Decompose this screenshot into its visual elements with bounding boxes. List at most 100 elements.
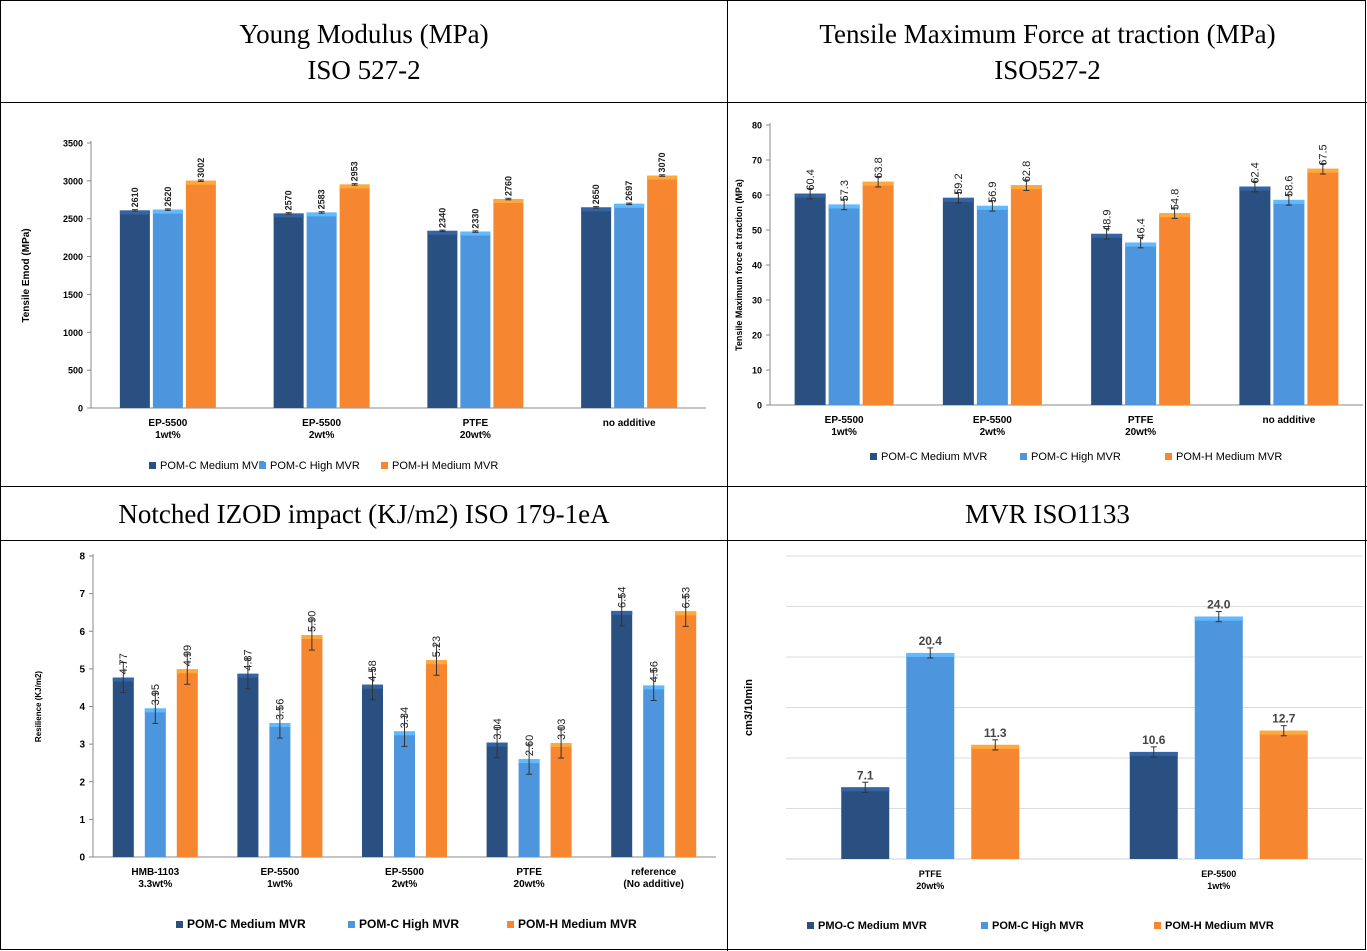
legend-swatch <box>1165 453 1172 460</box>
data-label: 12.7 <box>1272 712 1296 726</box>
chart-cell-young-modulus: 0 500 1000 1500 2000 2500 3000 3500 Tensile Emod… <box>1 103 728 487</box>
bar <box>518 759 540 857</box>
data-label: 2953 <box>350 161 360 181</box>
y-tick-label: 3000 <box>63 176 83 186</box>
bar <box>971 744 1020 859</box>
data-label: 63.8 <box>873 157 885 178</box>
header-line2: ISO 527-2 <box>307 54 421 85</box>
data-label: 11.3 <box>984 726 1007 740</box>
legend-label: POM-C High MVR <box>359 917 459 931</box>
category-label: EP-5500 <box>973 415 1012 426</box>
category-label: EP-5500 <box>825 415 864 426</box>
data-label: 2583 <box>317 189 327 209</box>
category-label: 2wt% <box>392 879 418 890</box>
data-label: 5.90 <box>307 611 319 632</box>
y-tick-label: 0 <box>78 404 83 414</box>
bar <box>112 677 134 857</box>
header-line2: ISO527-2 <box>994 54 1101 85</box>
y-tick-label: 2500 <box>63 214 83 224</box>
data-label: 4.87 <box>243 649 255 670</box>
chart-cell-tensile-force: 0 10 20 30 40 50 60 70 80 Tensile Maximum force a… <box>728 103 1367 487</box>
bar <box>301 635 323 857</box>
y-tick-label: 60 <box>752 191 762 201</box>
legend-swatch <box>507 921 514 928</box>
category-label: no additive <box>1262 415 1315 426</box>
bar <box>1273 199 1305 405</box>
data-label: 2340 <box>437 208 447 228</box>
data-label: 7.1 <box>857 768 874 782</box>
category-label: PTFE <box>1128 415 1154 426</box>
y-tick-label: 6 <box>79 627 85 638</box>
data-label: 2330 <box>470 209 480 229</box>
category-label: PTFE <box>516 867 542 878</box>
data-label: 62.4 <box>1250 162 1262 183</box>
data-label: 3070 <box>657 153 667 173</box>
bar <box>144 708 166 857</box>
y-tick-label: 3500 <box>63 139 83 149</box>
data-label: 3.04 <box>492 718 504 739</box>
legend-swatch <box>149 462 156 469</box>
category-label: 1wt% <box>267 879 293 890</box>
bar <box>394 731 415 857</box>
legend-label: POM-H Medium MVR <box>518 917 637 931</box>
category-label: 2wt% <box>980 427 1006 438</box>
data-label: 2697 <box>624 181 634 201</box>
bar <box>828 204 860 405</box>
legend-swatch <box>381 462 388 469</box>
category-label: EP-5500 <box>302 418 341 429</box>
bar <box>460 231 491 408</box>
category-label: 1wt% <box>155 430 181 441</box>
bar <box>273 213 304 408</box>
category-label: 20wt% <box>514 879 545 890</box>
header-izod-impact: Notched IZOD impact (KJ/m2) ISO 179-1eA <box>1 487 728 541</box>
category-label: 20wt% <box>1125 427 1156 438</box>
legend-swatch <box>981 922 988 929</box>
category-label: PTFE <box>463 418 489 429</box>
bar <box>647 175 678 408</box>
data-label: 6.53 <box>680 587 692 608</box>
bar-top-highlight <box>152 209 183 214</box>
bar <box>906 652 955 859</box>
bar <box>1125 242 1157 405</box>
bar <box>675 611 697 857</box>
header-young-modulus: Young Modulus (MPa) ISO 527-2 <box>1 1 728 103</box>
bar-top-highlight <box>460 231 491 236</box>
bar-top-highlight <box>581 207 612 212</box>
y-tick-label: 500 <box>68 366 83 376</box>
category-label: (No additive) <box>623 879 684 890</box>
bar-top-highlight <box>614 203 645 208</box>
data-label: 58.6 <box>1284 175 1296 196</box>
data-label: 3.03 <box>556 719 568 740</box>
data-label: 2570 <box>284 190 294 210</box>
data-label: 56.9 <box>987 181 999 202</box>
y-tick-label: 0 <box>757 401 762 411</box>
legend-swatch <box>1154 922 1161 929</box>
legend-label: POM-C High MVR <box>992 920 1084 932</box>
data-label: 2650 <box>591 184 601 204</box>
bar <box>1091 233 1123 405</box>
category-label: EP-5500 <box>385 867 424 878</box>
bar <box>614 203 645 408</box>
y-axis-label: Tensile Maximum force at traction (MPa) <box>734 179 744 351</box>
data-label: 4.58 <box>367 660 379 681</box>
data-label: 2760 <box>503 176 513 196</box>
bar-top-highlight <box>119 210 150 215</box>
y-tick-label: 3 <box>79 740 85 751</box>
chart-izod-impact: 0 1 2 3 4 5 6 7 8 Resilience (KJ/m2) 4.77 3.95 4.99 H… <box>34 552 716 931</box>
legend-swatch <box>348 921 355 928</box>
bar <box>841 787 890 859</box>
y-tick-label: 20 <box>752 331 762 341</box>
bar <box>1259 730 1308 859</box>
data-label: 67.5 <box>1318 144 1330 165</box>
y-tick-label: 10 <box>752 366 762 376</box>
category-label: 1wt% <box>1207 881 1230 891</box>
bar-top-highlight <box>339 184 370 189</box>
chart-cell-mvr: cm3/10min 7.1 20.4 11.3 PTFE 20wt% 10.6 24.0 12.… <box>728 541 1367 951</box>
data-label: 54.8 <box>1169 189 1181 210</box>
y-tick-label: 1500 <box>63 290 83 300</box>
bar <box>794 193 826 405</box>
bar <box>176 669 198 857</box>
y-axis-label: Tensile Emod (MPa) <box>21 228 32 322</box>
data-label: 57.3 <box>839 180 851 201</box>
chart-cell-izod-impact: 0 1 2 3 4 5 6 7 8 Resilience (KJ/m2) 4.77 3.95 4.99 H… <box>1 541 728 951</box>
